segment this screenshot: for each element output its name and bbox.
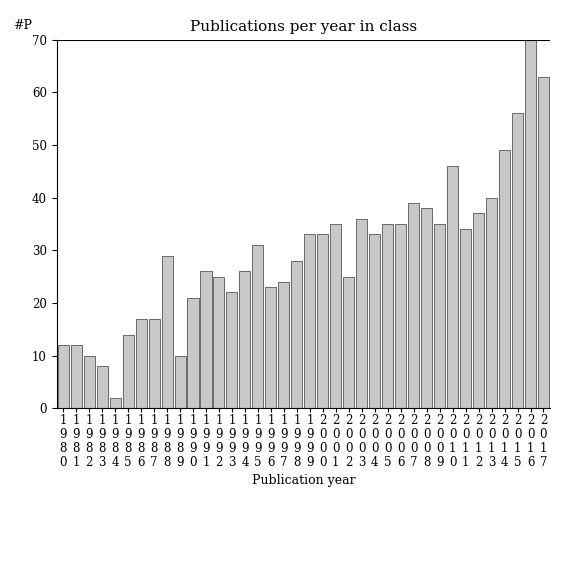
- Y-axis label: #P: #P: [12, 19, 32, 32]
- Bar: [188, 298, 198, 408]
- X-axis label: Publication year: Publication year: [252, 475, 355, 488]
- Bar: [149, 319, 159, 408]
- Bar: [369, 235, 380, 408]
- Bar: [265, 287, 276, 408]
- Bar: [175, 356, 185, 408]
- Bar: [122, 335, 134, 408]
- Bar: [486, 198, 497, 408]
- Bar: [460, 229, 471, 408]
- Bar: [109, 397, 121, 408]
- Bar: [331, 224, 341, 408]
- Bar: [525, 40, 536, 408]
- Bar: [512, 113, 523, 408]
- Bar: [213, 277, 225, 408]
- Bar: [356, 219, 367, 408]
- Bar: [382, 224, 393, 408]
- Bar: [162, 256, 172, 408]
- Bar: [318, 235, 328, 408]
- Bar: [239, 272, 251, 408]
- Bar: [499, 150, 510, 408]
- Bar: [538, 77, 549, 408]
- Bar: [421, 208, 432, 408]
- Title: Publications per year in class: Publications per year in class: [190, 20, 417, 35]
- Bar: [96, 366, 108, 408]
- Bar: [71, 345, 82, 408]
- Bar: [252, 245, 264, 408]
- Bar: [136, 319, 147, 408]
- Bar: [278, 282, 289, 408]
- Bar: [473, 213, 484, 408]
- Bar: [304, 235, 315, 408]
- Bar: [58, 345, 69, 408]
- Bar: [447, 166, 458, 408]
- Bar: [395, 224, 406, 408]
- Bar: [201, 272, 211, 408]
- Bar: [291, 261, 302, 408]
- Bar: [84, 356, 95, 408]
- Bar: [343, 277, 354, 408]
- Bar: [408, 203, 419, 408]
- Bar: [434, 224, 445, 408]
- Bar: [226, 293, 238, 408]
